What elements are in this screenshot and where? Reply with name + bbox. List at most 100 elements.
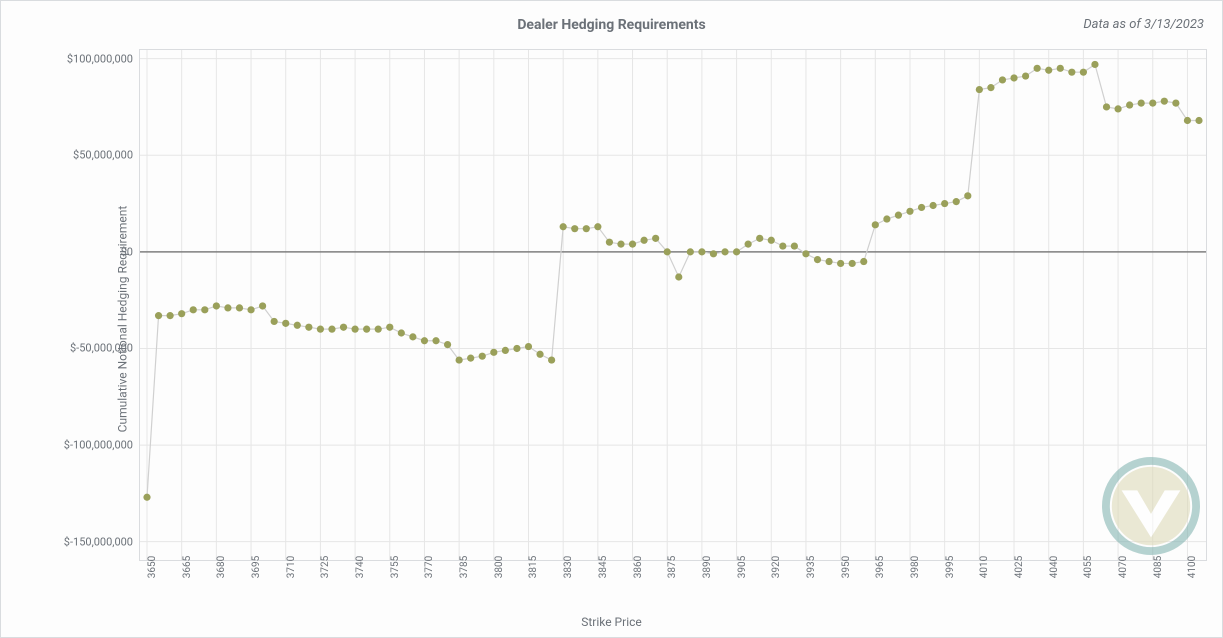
x-tick-label: 3815 [528,556,539,578]
data-point [1091,61,1098,68]
x-tick-label: 4055 [1083,556,1094,578]
data-point [1068,69,1075,76]
plot-area: $-150,000,000$-100,000,000$-50,000,000$0… [139,49,1207,561]
x-tick-label: 4100 [1187,556,1198,578]
data-point [629,241,636,248]
data-point [375,326,382,333]
data-point [883,215,890,222]
data-point [1103,103,1110,110]
y-tick-label: $0 [121,245,133,258]
data-point [1022,72,1029,79]
data-point [895,212,902,219]
data-point [999,76,1006,83]
chart-svg [139,49,1207,561]
data-point [768,237,775,244]
x-tick-label: 3680 [216,556,227,578]
data-point [756,235,763,242]
data-point [201,306,208,313]
data-point [594,223,601,230]
data-point [340,324,347,331]
x-tick-label: 3875 [667,556,678,578]
x-tick-label: 3860 [633,556,644,578]
x-tick-label: 3905 [737,556,748,578]
data-point [259,302,266,309]
series-line [147,64,1199,497]
x-tick-label: 3890 [702,556,713,578]
data-point [1184,117,1191,124]
data-point [363,326,370,333]
x-tick-label: 3725 [320,556,331,578]
y-tick-label: $-100,000,000 [64,439,133,452]
data-point [583,225,590,232]
data-point [779,242,786,249]
x-tick-label: 3980 [910,556,921,578]
data-point [1195,117,1202,124]
data-point [606,239,613,246]
data-point [432,337,439,344]
data-point [837,260,844,267]
data-point [409,333,416,340]
data-point [1114,105,1121,112]
data-point [560,223,567,230]
data-point [976,86,983,93]
data-point [802,250,809,257]
data-point [1057,65,1064,72]
data-point [1161,98,1168,105]
data-point [872,221,879,228]
data-point [1149,99,1156,106]
data-point [953,198,960,205]
data-point [548,356,555,363]
x-tick-label: 3845 [598,556,609,578]
x-tick-label: 3950 [841,556,852,578]
data-point [918,204,925,211]
x-tick-label: 3740 [355,556,366,578]
data-point [930,202,937,209]
data-point [652,235,659,242]
x-tick-label: 3650 [147,556,158,578]
data-point [213,302,220,309]
data-point [1126,101,1133,108]
data-point [456,356,463,363]
x-tick-label: 4010 [979,556,990,578]
x-tick-label: 4025 [1014,556,1025,578]
data-point [1172,99,1179,106]
data-point [698,248,705,255]
data-point [317,326,324,333]
data-point [906,208,913,215]
x-tick-label: 3755 [390,556,401,578]
y-axis-label: Cumulative Notional Hedging Requirement [115,206,129,433]
data-point [571,225,578,232]
x-tick-label: 3830 [563,556,574,578]
x-tick-label: 3965 [875,556,886,578]
data-point [525,343,532,350]
data-point [143,494,150,501]
data-point [710,250,717,257]
x-tick-label: 3800 [494,556,505,578]
data-point [282,320,289,327]
data-point [398,329,405,336]
data-point [664,248,671,255]
x-tick-label: 3935 [806,556,817,578]
x-tick-label: 3665 [182,556,193,578]
data-point [167,312,174,319]
as-of-label: Data as of 3/13/2023 [1083,17,1204,32]
data-point [687,248,694,255]
data-point [178,310,185,317]
x-tick-label: 3920 [771,556,782,578]
data-point [421,337,428,344]
data-point [640,237,647,244]
chart-title: Dealer Hedging Requirements [1,17,1222,33]
data-point [791,242,798,249]
data-point [513,345,520,352]
data-point [745,241,752,248]
data-point [1034,65,1041,72]
watermark-logo-icon [1102,457,1200,555]
x-tick-label: 4085 [1153,556,1164,578]
data-point [490,349,497,356]
data-point [860,258,867,265]
data-point [1138,99,1145,106]
data-point [502,347,509,354]
data-point [675,273,682,280]
data-point [236,304,243,311]
data-point [849,260,856,267]
